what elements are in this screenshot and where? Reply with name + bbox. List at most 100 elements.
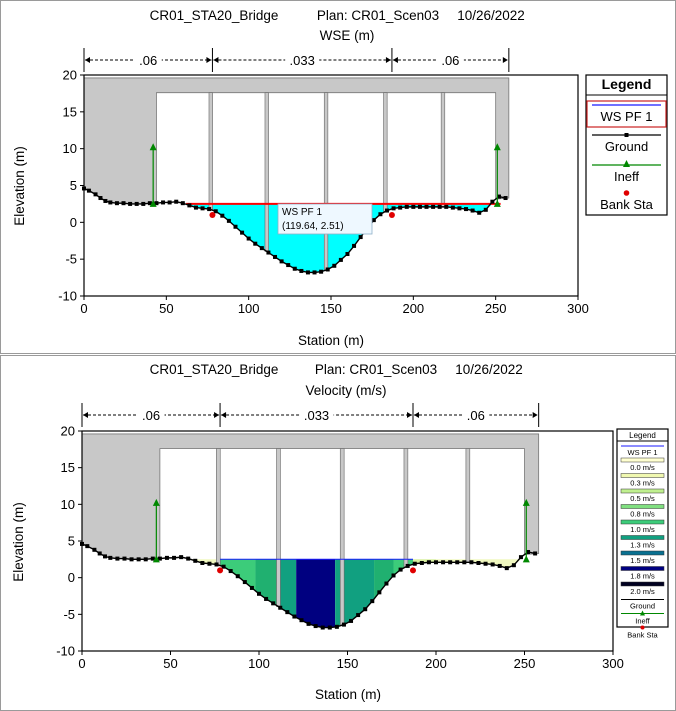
legend-item-label: 0.5 m/s bbox=[630, 494, 655, 503]
ground-point bbox=[464, 207, 469, 212]
y-tick-label: 5 bbox=[70, 178, 77, 193]
y-tick-label: -10 bbox=[58, 289, 77, 304]
legend-color-swatch bbox=[620, 566, 665, 571]
ground-point bbox=[200, 206, 205, 211]
legend-item-label: WS PF 1 bbox=[627, 448, 657, 457]
ground-point bbox=[121, 201, 126, 206]
ground-point bbox=[253, 241, 258, 246]
ground-point bbox=[518, 555, 523, 560]
ground-point bbox=[292, 266, 297, 271]
ground-point bbox=[320, 625, 325, 630]
ground-point bbox=[154, 201, 159, 206]
ground-point bbox=[259, 246, 264, 251]
ground-point bbox=[496, 194, 501, 199]
ground-point bbox=[98, 196, 103, 201]
ground-point bbox=[228, 569, 233, 574]
ground-point bbox=[279, 259, 284, 264]
legend-item-label: 1.5 m/s bbox=[630, 556, 655, 565]
legend-color-swatch bbox=[620, 535, 665, 540]
chart-date: 10/26/2022 bbox=[455, 362, 523, 377]
chart-subtitle: Velocity (m/s) bbox=[305, 383, 386, 398]
ground-point bbox=[172, 555, 177, 560]
ground-point bbox=[157, 556, 162, 561]
ground-point bbox=[147, 201, 152, 206]
n-label-bg bbox=[299, 407, 334, 421]
ground-point bbox=[490, 199, 495, 204]
y-tick-label: 15 bbox=[63, 104, 77, 119]
n-value-label: .06 bbox=[467, 408, 485, 423]
tooltip-series: WS PF 1 bbox=[282, 207, 322, 218]
x-tick-label: 250 bbox=[514, 656, 536, 671]
legend-marker bbox=[623, 160, 630, 167]
n-arrow bbox=[413, 412, 419, 418]
ground-point bbox=[511, 563, 516, 568]
n-value-label: .06 bbox=[142, 408, 160, 423]
ground-point bbox=[526, 550, 531, 554]
bridge-pier bbox=[276, 448, 281, 607]
y-axis-label: Elevation (m) bbox=[12, 146, 27, 226]
y-tick-label: 5 bbox=[68, 534, 75, 549]
ground-point bbox=[419, 561, 424, 565]
ineff-marker bbox=[149, 199, 157, 207]
n-arrow bbox=[385, 57, 391, 63]
ground-point bbox=[345, 252, 350, 257]
n-arrow bbox=[214, 412, 220, 418]
ground-point bbox=[384, 581, 389, 586]
ineff-marker bbox=[522, 555, 530, 563]
ground-point bbox=[220, 213, 225, 218]
ground-point bbox=[384, 208, 389, 213]
bank-station-marker bbox=[388, 211, 395, 218]
chart-subtitle: WSE (m) bbox=[320, 28, 375, 43]
ground-point bbox=[92, 547, 97, 552]
hover-tooltip bbox=[277, 203, 373, 235]
ground-point bbox=[306, 621, 311, 626]
ground-point bbox=[327, 625, 332, 630]
ground-point bbox=[363, 607, 368, 612]
ground-point bbox=[469, 560, 474, 565]
y-tick-label: -5 bbox=[65, 252, 77, 267]
legend-marker bbox=[640, 625, 645, 630]
n-value-label: .033 bbox=[304, 408, 329, 423]
ground-point bbox=[349, 618, 354, 623]
ground-point bbox=[86, 188, 91, 193]
legend-item-label: Ineff bbox=[635, 617, 650, 626]
ineff-marker bbox=[152, 498, 160, 506]
ground-point bbox=[377, 590, 382, 595]
n-arrow bbox=[206, 57, 212, 63]
legend-item-label: 2.0 m/s bbox=[630, 587, 655, 596]
legend-item-label: Bank Sta bbox=[627, 631, 658, 640]
ground-point bbox=[426, 560, 431, 565]
ground-point bbox=[299, 618, 304, 623]
ground-point bbox=[108, 200, 113, 205]
y-tick-label: -10 bbox=[56, 644, 75, 659]
ground-point bbox=[431, 204, 436, 209]
ground-point bbox=[213, 209, 218, 214]
bridge-pier bbox=[264, 92, 269, 252]
ground-point bbox=[370, 599, 375, 604]
ground-point bbox=[174, 199, 179, 204]
n-arrow bbox=[213, 57, 219, 63]
velocity-bin bbox=[278, 559, 297, 618]
ground-point bbox=[240, 230, 245, 235]
y-tick-label: 0 bbox=[70, 215, 77, 230]
ground-point bbox=[214, 562, 219, 567]
ground-point bbox=[136, 557, 141, 562]
x-tick-label: 200 bbox=[425, 656, 447, 671]
ground-point bbox=[444, 204, 449, 209]
x-axis-label: Station (m) bbox=[315, 687, 381, 702]
ground-point bbox=[193, 205, 198, 210]
n-value-label: .06 bbox=[441, 53, 459, 68]
ground-point bbox=[358, 235, 363, 240]
chart-plan-name: CR01_STA20_Bridge bbox=[150, 8, 279, 23]
bank-station-marker bbox=[209, 211, 216, 218]
ground-point bbox=[143, 557, 148, 562]
ground-point bbox=[483, 207, 488, 212]
ground-point bbox=[129, 557, 134, 562]
bridge-pier bbox=[403, 448, 409, 568]
x-tick-label: 150 bbox=[320, 301, 342, 316]
bank-station-marker bbox=[217, 567, 224, 574]
ground-point bbox=[490, 562, 495, 567]
ground-point bbox=[533, 551, 538, 556]
legend-color-swatch bbox=[620, 488, 665, 494]
tooltip-value: (119.64, 2.51) bbox=[282, 221, 344, 232]
